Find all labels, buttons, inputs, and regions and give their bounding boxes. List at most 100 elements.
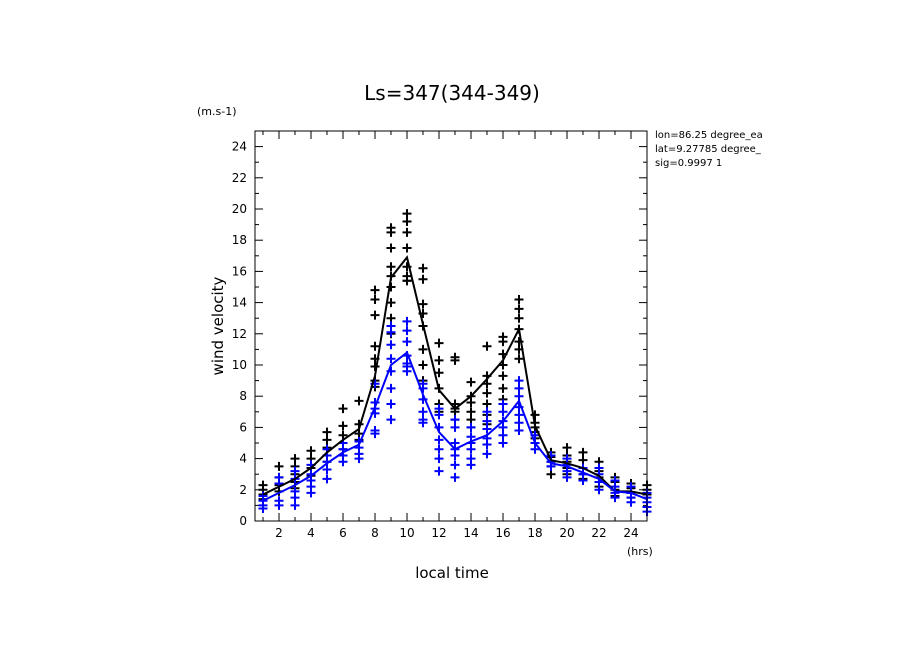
- scatter-point-series-2: [386, 354, 396, 364]
- scatter-point-series-1: [386, 282, 396, 292]
- scatter-point-series-2: [386, 327, 396, 337]
- y-tick-label: 16: [232, 264, 247, 278]
- y-axis-label: wind velocity: [209, 276, 227, 375]
- scatter-point-series-2: [354, 454, 364, 464]
- y-tick-label: 2: [239, 483, 247, 497]
- scatter-point-series-2: [498, 399, 508, 409]
- scatter-point-series-2: [402, 337, 412, 347]
- y-unit-label: (m.s-1): [197, 105, 237, 118]
- scatter-point-series-2: [498, 430, 508, 440]
- scatter-point-series-2: [418, 418, 428, 428]
- scatter-point-series-1: [562, 443, 572, 453]
- scatter-point-series-1: [434, 355, 444, 365]
- scatter-point-series-2: [594, 485, 604, 495]
- scatter-point-series-2: [258, 504, 268, 514]
- scatter-point-series-1: [370, 285, 380, 295]
- scatter-point-series-2: [290, 493, 300, 503]
- scatter-point-series-2: [434, 410, 444, 420]
- scatter-point-series-1: [578, 455, 588, 465]
- scatter-point-series-2: [466, 460, 476, 470]
- y-tick-label: 12: [232, 327, 247, 341]
- scatter-point-series-1: [290, 454, 300, 464]
- scatter-point-series-1: [402, 209, 412, 219]
- scatter-point-series-1: [578, 447, 588, 457]
- scatter-point-series-1: [498, 383, 508, 393]
- scatter-point-series-1: [418, 299, 428, 309]
- scatter-point-series-1: [418, 274, 428, 284]
- scatter-point-series-2: [402, 316, 412, 326]
- scatter-point-series-1: [338, 421, 348, 431]
- scatter-point-series-1: [386, 313, 396, 323]
- scatter-point-series-1: [466, 377, 476, 387]
- scatter-point-series-1: [274, 461, 284, 471]
- scatter-point-series-2: [450, 415, 460, 425]
- scatter-point-series-1: [482, 379, 492, 389]
- scatter-point-series-2: [450, 460, 460, 470]
- scatter-point-series-2: [306, 488, 316, 498]
- scatter-point-series-2: [386, 340, 396, 350]
- scatter-point-series-1: [482, 341, 492, 351]
- x-tick-label: 10: [399, 526, 414, 540]
- y-tick-label: 24: [232, 140, 247, 154]
- scatter-point-series-1: [466, 407, 476, 417]
- series-line-1: [262, 255, 648, 496]
- scatter-point-series-1: [546, 469, 556, 479]
- scatter-point-series-1: [402, 227, 412, 237]
- scatter-point-series-2: [482, 416, 492, 426]
- x-tick-label: 18: [527, 526, 542, 540]
- scatter-point-series-2: [514, 376, 524, 386]
- y-tick-label: 4: [239, 452, 247, 466]
- scatter-point-series-1: [530, 410, 540, 420]
- chart-title: Ls=347(344-349): [364, 81, 540, 105]
- scatter-point-series-2: [530, 444, 540, 454]
- scatter-point-series-2: [450, 450, 460, 460]
- scatter-point-series-2: [402, 326, 412, 336]
- scatter-point-series-2: [290, 466, 300, 476]
- scatter-point-series-2: [386, 383, 396, 393]
- x-tick-label: 6: [339, 526, 347, 540]
- scatter-point-series-2: [274, 500, 284, 510]
- scatter-point-series-1: [498, 371, 508, 381]
- plot-frame: [254, 130, 648, 522]
- x-tick-label: 12: [431, 526, 446, 540]
- scatter-point-series-1: [514, 354, 524, 364]
- scatter-point-series-2: [450, 472, 460, 482]
- scatter-point-series-1: [450, 355, 460, 365]
- scatter-point-series-1: [370, 362, 380, 372]
- x-axis-label: local time: [415, 564, 489, 582]
- info-line-lon: lon=86.25 degree_ea: [655, 130, 763, 141]
- scatter-point-series-2: [514, 410, 524, 420]
- scatter-point-series-2: [626, 497, 636, 507]
- scatter-point-series-2: [498, 422, 508, 432]
- scatter-point-series-1: [514, 304, 524, 314]
- x-unit-label: (hrs): [627, 545, 653, 558]
- scatter-point-series-1: [322, 435, 332, 445]
- scatter-point-series-1: [514, 313, 524, 323]
- y-tick-label: 0: [239, 514, 247, 528]
- scatter-point-series-1: [466, 415, 476, 425]
- x-tick-label: 14: [463, 526, 478, 540]
- scatter-point-series-1: [338, 404, 348, 414]
- y-tick-label: 10: [232, 358, 247, 372]
- scatter-point-series-2: [482, 407, 492, 417]
- scatter-point-series-2: [370, 429, 380, 439]
- y-tick-label: 20: [232, 202, 247, 216]
- y-tick-label: 14: [232, 296, 247, 310]
- scatter-point-series-2: [482, 440, 492, 450]
- y-tick-label: 8: [239, 389, 247, 403]
- scatter-point-series-2: [434, 444, 444, 454]
- scatter-point-series-1: [338, 430, 348, 440]
- y-tick-label: 6: [239, 420, 247, 434]
- scatter-point-series-2: [290, 500, 300, 510]
- scatter-point-series-1: [434, 368, 444, 378]
- scatter-point-series-2: [498, 407, 508, 417]
- scatter-point-series-1: [482, 388, 492, 398]
- x-tick-label: 4: [307, 526, 315, 540]
- scatter-point-series-2: [514, 426, 524, 436]
- scatter-point-series-1: [370, 341, 380, 351]
- scatter-point-series-1: [386, 243, 396, 253]
- scatter-point-series-2: [450, 422, 460, 432]
- scatter-point-series-1: [402, 276, 412, 286]
